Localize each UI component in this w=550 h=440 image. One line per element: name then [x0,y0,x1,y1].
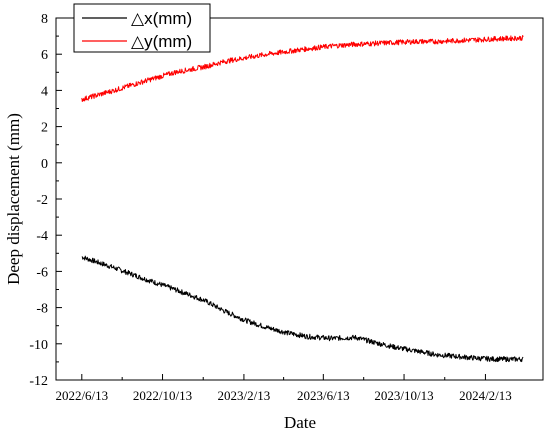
y-tick-label: -12 [29,374,48,389]
y-tick-label: -2 [36,193,48,208]
series-layer [81,34,524,363]
x-tick-label: 2022/6/13 [55,388,108,403]
y-tick-label: -4 [36,229,48,244]
legend-label: △y(mm) [131,32,192,51]
y-tick-label: 0 [41,157,48,172]
series-line-0 [81,255,524,363]
legend: △x(mm) △y(mm) [73,3,211,53]
y-tick-label: 2 [41,121,48,136]
y-tick-label: 8 [41,12,48,27]
y-tick-label: 6 [41,48,48,63]
legend-label: △x(mm) [131,9,192,28]
x-tick-label: 2024/2/13 [459,388,512,403]
y-tick-label: -8 [36,302,48,317]
series-line-1 [81,34,524,102]
x-axis-title: Date [284,413,316,432]
x-tick-label: 2023/10/13 [374,388,433,403]
y-axis-title: Deep displacement (mm) [4,113,23,285]
y-axis: 8 6 4 2 0 -2 -4 -6 -8 -10 -12 [29,12,62,389]
plot-frame [55,17,544,381]
x-tick-label: 2023/2/13 [218,388,271,403]
y-tick-label: 4 [41,84,48,99]
y-tick-label: -6 [36,265,48,280]
x-tick-label: 2023/6/13 [297,388,350,403]
y-tick-label: -10 [29,338,48,353]
x-tick-label: 2022/10/13 [133,388,192,403]
legend-box [73,3,211,53]
x-axis: 2022/6/13 2022/10/13 2023/2/13 2023/6/13 202… [55,374,512,403]
